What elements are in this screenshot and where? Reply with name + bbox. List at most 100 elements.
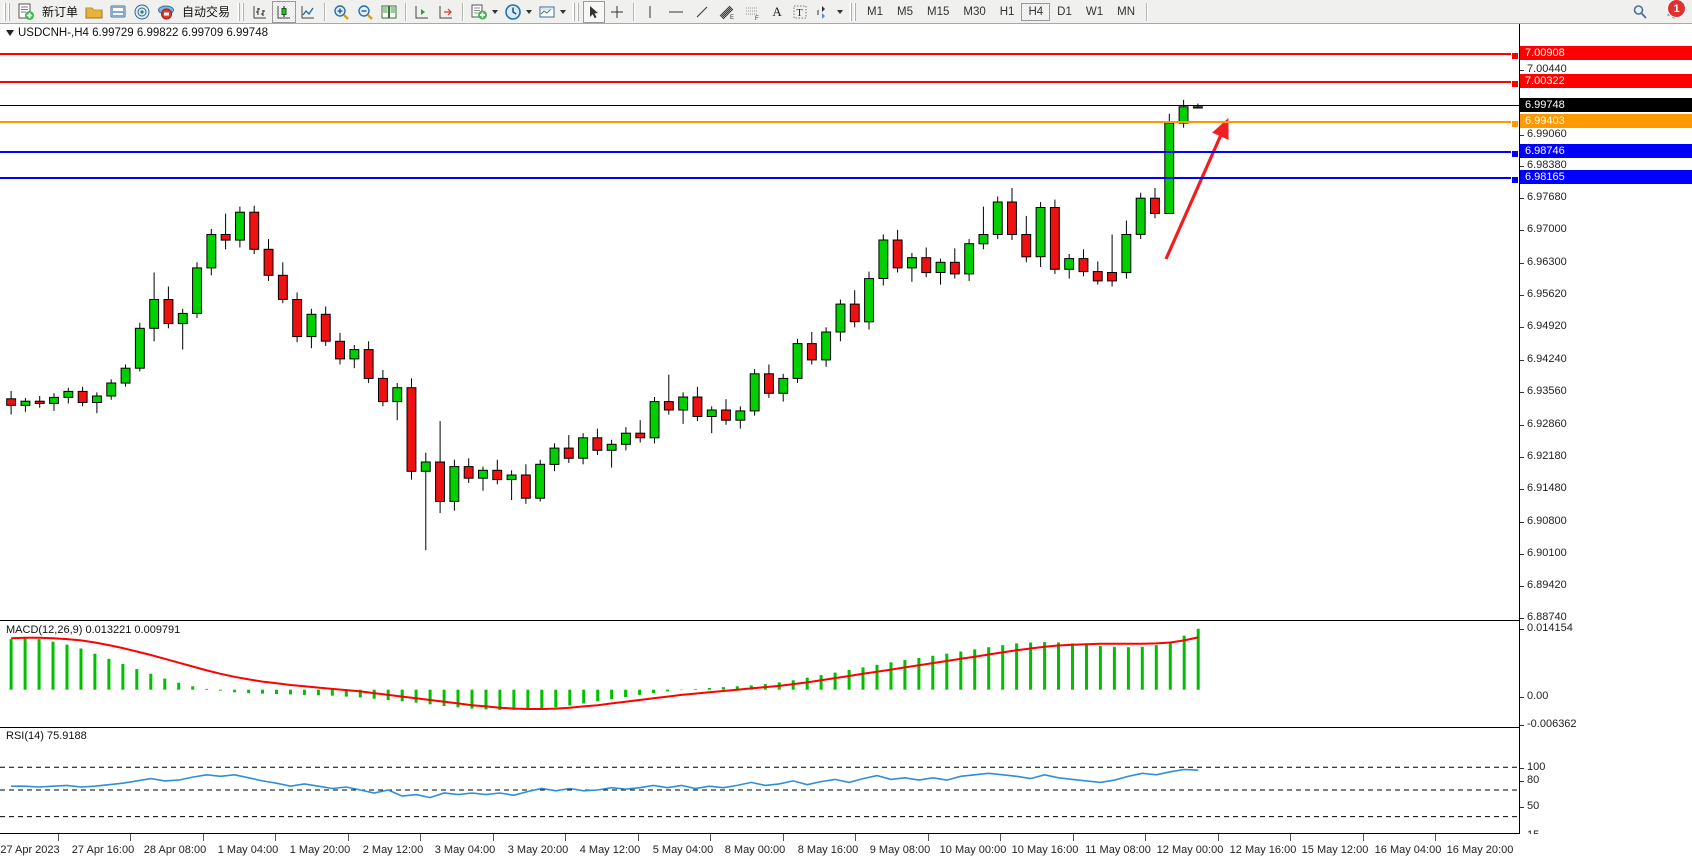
text-icon[interactable]: A: [772, 3, 782, 19]
timeframe-m5[interactable]: M5: [897, 5, 913, 18]
macd-series: [9, 628, 1200, 710]
time-tick: [130, 834, 131, 841]
time-axis-right-corner: [1519, 834, 1692, 858]
resistance-line-1[interactable]: [0, 52, 1519, 60]
vertical-line-icon[interactable]: [638, 1, 662, 23]
price-tick-mark: [1520, 618, 1524, 619]
rsi-series: [0, 766, 1519, 818]
line-anchor[interactable]: [1511, 52, 1519, 60]
toolbar-grip-4[interactable]: [849, 2, 858, 21]
svg-text:F: F: [755, 16, 759, 21]
line-chart-icon[interactable]: [296, 1, 320, 23]
toolbar-grip-2[interactable]: [237, 2, 246, 21]
timeframe-h4[interactable]: H4: [1021, 2, 1051, 21]
price-tick-mark: [1520, 807, 1524, 808]
search-icon[interactable]: [1628, 1, 1652, 23]
price-tick-mark: [1520, 629, 1524, 630]
price-tick-label: 6.98380: [1527, 159, 1567, 171]
templates-dropdown-caret-icon[interactable]: [560, 9, 567, 14]
line-anchor[interactable]: [1511, 120, 1519, 128]
time-axis-label: 16 May 04:00: [1374, 844, 1442, 856]
timeframe-d1[interactable]: D1: [1057, 5, 1072, 18]
line-anchor[interactable]: [1511, 80, 1519, 88]
shapes-dropdown-caret-icon[interactable]: [837, 9, 844, 14]
cursor-icon[interactable]: [583, 0, 606, 23]
candlestick-icon[interactable]: [272, 0, 297, 23]
line-anchor[interactable]: [1511, 150, 1519, 158]
zoom-in-icon[interactable]: [329, 1, 353, 23]
price-tick-label: 100: [1527, 761, 1546, 773]
auto-trading-label[interactable]: 自动交易: [182, 5, 231, 19]
time-tick: [928, 834, 929, 841]
new-order-icon[interactable]: [14, 1, 38, 23]
price-tick-label: 6.95620: [1527, 288, 1567, 300]
price-tag-6.98746[interactable]: 6.98746: [1520, 144, 1692, 158]
period-dropdown-caret-icon[interactable]: [526, 9, 533, 14]
price-tag-6.99403[interactable]: 6.99403: [1520, 114, 1692, 128]
timeframe-m1[interactable]: M1: [867, 5, 884, 18]
timeframe-m15[interactable]: M15: [927, 5, 950, 18]
period-icon[interactable]: [501, 1, 525, 23]
time-axis-label: 10 May 16:00: [1011, 844, 1079, 856]
chart-collapse-icon[interactable]: [6, 29, 14, 36]
price-tag-7.00322[interactable]: 7.00322: [1520, 74, 1692, 88]
time-tick: [855, 834, 856, 841]
time-axis-label: 11 May 08:00: [1085, 844, 1151, 856]
last-price-line[interactable]: [0, 105, 1519, 106]
shapes-icon[interactable]: [812, 1, 836, 23]
time-tick: [1073, 834, 1074, 841]
price-tick-label: 6.90800: [1527, 515, 1567, 527]
timeframe-h1[interactable]: H1: [999, 5, 1015, 18]
toolbar-grip[interactable]: [3, 2, 11, 21]
toolbar-grip-3[interactable]: [572, 2, 581, 21]
folder-icon[interactable]: [82, 1, 106, 23]
chart-window[interactable]: USDCNH-,H4 6.99729 6.99822 6.99709 6.997…: [0, 24, 1692, 858]
terminal-icon[interactable]: [106, 1, 130, 23]
resistance-line-2[interactable]: [0, 80, 1519, 88]
new-order-label[interactable]: 新订单: [42, 5, 79, 19]
price-tick-mark: [1520, 360, 1524, 361]
price-tag-7.00908[interactable]: 7.00908: [1520, 46, 1692, 60]
price-panel[interactable]: USDCNH-,H4 6.99729 6.99822 6.99709 6.997…: [0, 24, 1519, 858]
timeframe-w1[interactable]: W1: [1085, 5, 1104, 18]
toolbar-separator-1: [324, 2, 326, 21]
time-axis-label: 28 Apr 08:00: [143, 844, 207, 856]
crosshair-icon[interactable]: [605, 1, 629, 23]
equidistant-channel-icon[interactable]: E: [714, 1, 740, 23]
autotrading-icon[interactable]: [154, 1, 178, 23]
line-anchor[interactable]: [1511, 176, 1519, 184]
price-tag-6.99748[interactable]: 6.99748: [1520, 98, 1692, 112]
horizontal-line-icon[interactable]: [662, 1, 690, 23]
indicators-dropdown-caret-icon[interactable]: [492, 9, 499, 14]
tile-windows-icon[interactable]: [377, 1, 401, 23]
timeframe-m30[interactable]: M30: [963, 5, 986, 18]
time-tick: [638, 834, 639, 841]
fibonacci-icon[interactable]: F: [740, 1, 766, 23]
time-axis-label: 3 May 04:00: [434, 844, 496, 856]
support-line-2[interactable]: [0, 176, 1519, 184]
price-tick-mark: [1520, 198, 1524, 199]
navigator-icon[interactable]: [130, 1, 154, 23]
time-tick: [783, 834, 784, 841]
pivot-line[interactable]: [0, 120, 1519, 128]
price-tick-label: 6.97680: [1527, 191, 1567, 203]
auto-scroll-icon[interactable]: [434, 1, 458, 23]
price-tick-label: 7.00440: [1527, 63, 1567, 75]
price-tick-mark: [1520, 327, 1524, 328]
chart-shift-icon[interactable]: [410, 1, 434, 23]
bar-chart-icon[interactable]: [248, 1, 272, 23]
templates-icon[interactable]: [535, 1, 559, 23]
rsi-indicator-label: RSI(14) 75.9188: [6, 730, 87, 742]
price-tag-6.98165[interactable]: 6.98165: [1520, 170, 1692, 184]
support-line-1[interactable]: [0, 150, 1519, 158]
text-label-icon[interactable]: T: [788, 1, 812, 23]
price-scale[interactable]: 7.00440 6.99060 6.98380 6.97680 6.97000 6.963…: [1519, 24, 1692, 858]
timeframe-mn[interactable]: MN: [1117, 5, 1135, 18]
notification-bell-icon[interactable]: 1: [1660, 0, 1688, 23]
price-tick-mark: [1520, 725, 1524, 726]
indicators-icon[interactable]: [467, 1, 491, 23]
price-tick-label: 6.92180: [1527, 450, 1567, 462]
price-tick-label: 6.94240: [1527, 353, 1567, 365]
zoom-out-icon[interactable]: [353, 1, 377, 23]
trendline-icon[interactable]: [690, 1, 714, 23]
